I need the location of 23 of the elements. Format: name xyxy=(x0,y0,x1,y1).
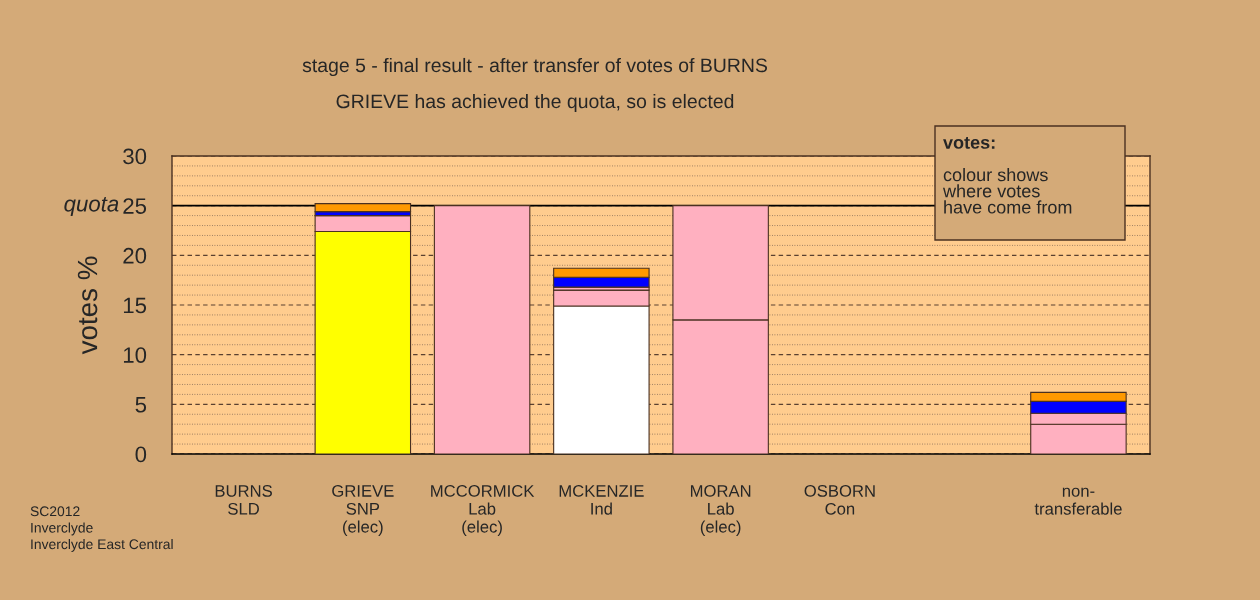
x-tick-label: GRIEVE SNP (elec) xyxy=(332,485,394,536)
x-tick-label: MCCORMICK Lab (elec) xyxy=(431,485,535,536)
x-tick-label: MCKENZIE Ind xyxy=(559,485,644,515)
y-tick-label: 0 xyxy=(135,446,147,463)
ref-line-label: quota xyxy=(64,197,119,217)
annotation: colour shows where votes have come from xyxy=(942,168,1072,214)
chart-subtitle: GRIEVE has achieved the quota, so is elected xyxy=(336,93,734,113)
y-tick-label: 10 xyxy=(123,347,147,363)
y-tick-label: 15 xyxy=(123,297,147,314)
y-axis-title: votes % xyxy=(77,256,98,355)
x-tick-label: BURNS SLD xyxy=(215,485,272,515)
y-tick-label: 5 xyxy=(135,397,147,413)
chart-title: stage 5 - final result - after transfer of votes of BURNS xyxy=(302,57,768,77)
x-tick-label: MORAN Lab (elec) xyxy=(690,485,751,536)
text: SC2012 Inverclyde Inverclyde East Central xyxy=(30,506,173,552)
text: votes: xyxy=(943,136,995,149)
y-tick-label: 25 xyxy=(123,198,147,214)
x-tick-label: OSBORN Con xyxy=(804,485,875,515)
x-tick-label: non- transferable xyxy=(1034,487,1122,515)
bar xyxy=(314,203,412,213)
y-tick-label: 20 xyxy=(123,247,147,264)
y-tick-label: 30 xyxy=(123,148,147,165)
bar xyxy=(433,205,531,454)
